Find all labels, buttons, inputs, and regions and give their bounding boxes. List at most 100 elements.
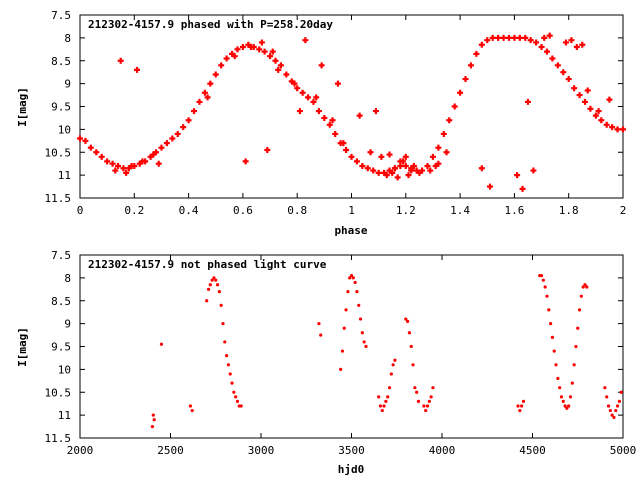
data-point: [462, 76, 469, 83]
data-point: [348, 153, 355, 160]
data-point: [77, 135, 83, 142]
data-point: [415, 390, 419, 394]
data-point: [605, 395, 609, 399]
y-tick-label: 8: [64, 272, 71, 285]
data-point: [93, 149, 100, 156]
data-point: [495, 34, 502, 41]
data-point: [559, 395, 564, 399]
data-point: [313, 94, 320, 101]
data-point: [155, 160, 162, 167]
data-point: [346, 290, 350, 294]
y-tick-label: 9.5: [51, 101, 71, 114]
x-tick-label: 0.4: [179, 204, 199, 217]
data-point: [109, 160, 116, 167]
data-point: [568, 395, 573, 399]
data-point: [576, 326, 580, 330]
data-point: [277, 62, 284, 69]
data-point: [543, 285, 547, 289]
data-point: [151, 413, 155, 417]
data-point: [299, 89, 306, 96]
data-point: [219, 303, 223, 307]
data-point: [520, 404, 524, 408]
data-point: [353, 158, 360, 165]
x-tick-label: 1.2: [396, 204, 416, 217]
data-point: [451, 103, 458, 110]
data-point: [612, 415, 616, 420]
data-point: [478, 165, 485, 172]
data-point: [533, 39, 540, 46]
data-point: [317, 322, 321, 326]
data-point: [541, 278, 545, 282]
data-point: [123, 169, 130, 176]
data-point: [427, 167, 434, 174]
data-point: [343, 146, 350, 153]
data-point: [577, 308, 582, 312]
data-point: [489, 34, 496, 41]
data-point: [326, 121, 333, 128]
data-point: [554, 62, 561, 69]
data-point: [608, 408, 612, 413]
data-point: [248, 44, 255, 51]
data-point: [360, 331, 364, 335]
data-point: [342, 326, 346, 330]
data-point: [150, 424, 154, 429]
phased-axis-ticks: 0 0.2 0.4 0.6 0.8 1 1.2 1.4 1.6 1.8 2 7.5 8 8.5 9 9.5 10…: [45, 9, 627, 217]
data-point: [565, 406, 569, 410]
data-point: [358, 317, 363, 321]
x-tick-label: 5000: [610, 444, 637, 457]
x-tick-label: 4500: [519, 444, 546, 457]
data-point: [264, 146, 271, 153]
data-point: [239, 404, 243, 408]
data-point: [212, 276, 216, 280]
y-tick-label: 10: [58, 123, 71, 136]
data-point: [614, 408, 618, 413]
data-point: [291, 80, 298, 87]
x-tick-label: 3500: [338, 444, 365, 457]
data-point: [435, 144, 442, 151]
data-point: [223, 55, 230, 62]
data-point: [391, 363, 395, 367]
y-tick-label: 11: [58, 169, 71, 182]
data-point: [411, 363, 415, 367]
y-tick-label: 9.5: [51, 341, 71, 354]
data-point: [579, 294, 583, 298]
data-point: [397, 158, 404, 165]
y-tick-label: 7.5: [51, 9, 71, 22]
data-point: [413, 386, 417, 390]
data-point: [188, 404, 193, 408]
data-point: [258, 39, 265, 46]
data-point: [163, 140, 170, 147]
data-point: [543, 48, 550, 55]
data-point: [406, 319, 410, 323]
x-tick-label: 1.8: [559, 204, 579, 217]
data-point: [402, 153, 409, 160]
x-tick-label: 1: [348, 204, 355, 217]
data-point: [82, 137, 89, 144]
data-point: [573, 44, 580, 51]
data-point: [546, 32, 553, 39]
data-point: [212, 71, 219, 78]
data-point: [587, 105, 594, 112]
data-point: [210, 278, 214, 282]
data-point: [275, 66, 282, 73]
data-point: [340, 140, 347, 147]
data-point: [207, 80, 214, 87]
unphased-plot-frame: [79, 254, 624, 439]
data-point: [269, 48, 276, 55]
data-point: [473, 50, 480, 57]
phased-y-axis-label: I[mag]: [16, 87, 29, 127]
x-tick-label: 0.2: [124, 204, 144, 217]
data-point: [620, 126, 626, 133]
data-point: [550, 335, 555, 339]
x-tick-label: 0: [77, 204, 84, 217]
data-point: [134, 66, 141, 73]
data-point: [552, 349, 556, 353]
phased-plot-frame: [79, 14, 624, 199]
data-point: [583, 283, 587, 287]
unphased-x-axis-label: hjd0: [338, 463, 365, 476]
data-point: [372, 108, 379, 115]
data-point: [231, 53, 238, 60]
data-point: [595, 108, 602, 115]
data-point: [394, 174, 401, 181]
